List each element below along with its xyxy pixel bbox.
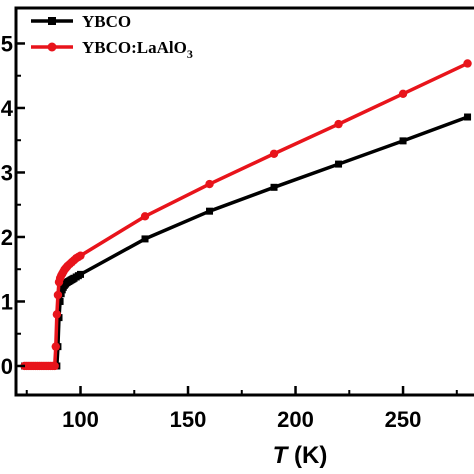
legend: YBCO YBCO:LaAlO3 — [31, 12, 193, 61]
series-line-1 — [24, 115, 469, 368]
x-tick-label: 200 — [277, 407, 314, 432]
series-2-point — [269, 149, 279, 158]
y-tick-label: 2 — [1, 225, 13, 250]
y-tick-label: 1 — [1, 289, 13, 314]
axis-ticks: 100 150 200 250 0 1 2 3 4 5 — [1, 31, 458, 432]
series-2-point — [334, 119, 343, 129]
series-2-point — [50, 361, 59, 371]
y-tick-label: 5 — [1, 31, 13, 56]
series-1-point — [206, 207, 214, 215]
series-line-2 — [24, 61, 469, 368]
x-tick-label: 150 — [170, 407, 207, 432]
x-axis-title: T (K) — [273, 442, 328, 469]
series-2-point — [140, 212, 150, 221]
series-2-point — [53, 290, 63, 300]
y-tick-label: 4 — [1, 96, 14, 121]
series-1-point — [56, 297, 64, 305]
x-axis-title-unit: (K) — [287, 442, 327, 469]
series-2-point — [52, 310, 62, 319]
series-1-point — [77, 270, 85, 278]
legend-marker-2 — [47, 42, 57, 52]
series-1-point — [335, 160, 343, 168]
plot-area — [20, 59, 472, 371]
legend-label-2: YBCO:LaAlO3 — [82, 38, 193, 61]
series-1-point — [270, 183, 278, 191]
series-2-point — [463, 59, 472, 68]
series-1-point — [399, 137, 407, 145]
series-2-point — [398, 89, 408, 98]
x-axis-title-symbol: T — [273, 442, 290, 469]
x-tick-label: 100 — [62, 407, 99, 432]
y-tick-label: 0 — [1, 354, 13, 379]
x-tick-label: 250 — [385, 407, 422, 432]
series-1-point — [141, 235, 149, 243]
legend-label-1: YBCO — [82, 12, 131, 31]
y-tick-label: 3 — [1, 160, 13, 185]
series-2-point — [205, 179, 214, 189]
legend-subscript: 3 — [187, 47, 193, 61]
legend-marker-1 — [48, 17, 56, 25]
series-1-point — [464, 113, 472, 121]
series-2-point — [76, 251, 85, 260]
plot-frame — [14, 6, 474, 397]
series-2-point — [51, 342, 60, 351]
